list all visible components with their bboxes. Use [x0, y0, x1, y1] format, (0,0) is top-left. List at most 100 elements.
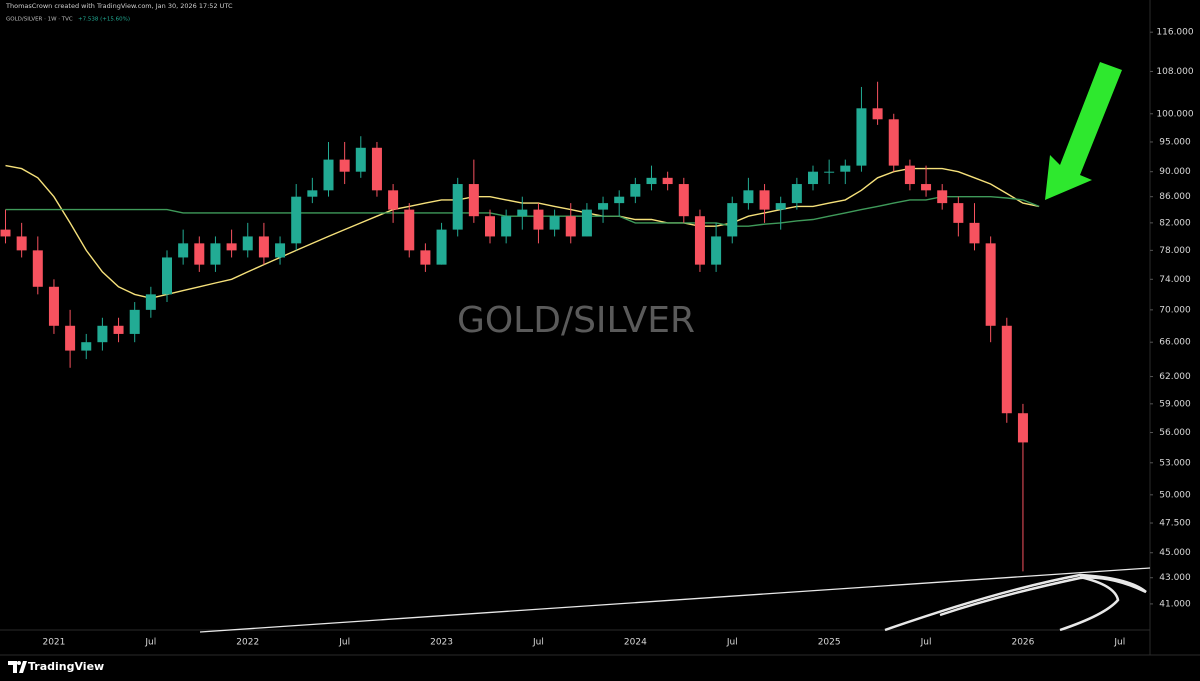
candle-body	[598, 203, 609, 210]
candle-body	[888, 119, 899, 166]
candle-body	[81, 342, 92, 351]
change: +7.538 (+15.60%)	[78, 17, 130, 23]
candle-body	[517, 209, 528, 217]
curve-drawing	[884, 573, 1147, 632]
candle-body	[48, 286, 59, 326]
y-tick-label: 90.000	[1159, 167, 1191, 177]
x-tick-label: Jul	[1113, 638, 1125, 648]
candle-body	[355, 147, 366, 172]
y-tick-label: 108.000	[1156, 67, 1193, 77]
logo-dot	[17, 661, 21, 665]
y-tick-label: 53.000	[1159, 458, 1191, 468]
candle-body	[840, 165, 851, 172]
candle-body	[727, 203, 738, 237]
symbol: GOLD/SILVER · 1W · TVC	[6, 17, 73, 23]
candle-body	[404, 209, 415, 251]
candle-body	[904, 165, 915, 185]
candle-body	[452, 184, 463, 230]
candle-body	[969, 222, 980, 244]
logo-icon	[8, 661, 27, 673]
candle-body	[226, 243, 237, 251]
candle-body	[113, 325, 124, 334]
x-tick-label: Jul	[726, 638, 738, 648]
brand: TradingView	[28, 660, 104, 673]
trend-line	[199, 567, 1151, 633]
candle-body	[953, 203, 964, 223]
y-tick-label: 95.000	[1159, 137, 1191, 147]
candle-body	[985, 243, 996, 326]
y-tick-label: 47.500	[1159, 519, 1191, 529]
candle-body	[339, 159, 350, 172]
header: ThomasCrown created with TradingView.com…	[5, 2, 233, 10]
arrow	[1045, 62, 1122, 200]
candle-body	[872, 108, 883, 120]
candle-body	[630, 184, 641, 197]
candle-body	[275, 243, 286, 258]
candle-body	[1017, 413, 1028, 443]
x-tick-label: 2024	[624, 638, 647, 648]
candle-body	[759, 190, 770, 210]
x-tick-label: 2026	[1011, 638, 1034, 648]
candle-body	[65, 325, 76, 351]
candle-body	[145, 294, 156, 310]
candle-body	[436, 229, 447, 265]
candle-body	[468, 184, 479, 217]
candle-body	[323, 159, 334, 191]
x-tick-label: 2025	[818, 638, 841, 648]
x-tick-label: Jul	[920, 638, 932, 648]
y-tick-label: 45.000	[1159, 548, 1191, 558]
y-tick-label: 59.000	[1159, 399, 1191, 409]
candle-body	[581, 209, 592, 237]
candle-body	[711, 236, 722, 265]
candle-body	[662, 177, 673, 185]
y-tick-label: 43.000	[1159, 573, 1191, 583]
candle-body	[32, 250, 43, 287]
candle-body	[16, 236, 27, 251]
x-tick-label: 2023	[430, 638, 453, 648]
watermark: GOLD/SILVER	[457, 300, 695, 341]
x-tick-label: 2021	[42, 638, 65, 648]
x-tick-label: Jul	[532, 638, 544, 648]
candle-body	[565, 216, 576, 237]
curve-drawing	[1059, 575, 1120, 632]
candle-body	[162, 257, 172, 295]
y-tick-label: 78.000	[1159, 246, 1191, 256]
y-tick-label: 116.000	[1156, 28, 1193, 38]
candle-body	[291, 196, 302, 244]
candle-body	[775, 203, 786, 210]
y-tick-label: 74.000	[1159, 275, 1191, 285]
y-tick-label: 100.000	[1156, 109, 1193, 119]
candle-body	[614, 196, 625, 204]
y-tick-label: 82.000	[1159, 218, 1191, 228]
x-tick-label: 2022	[236, 638, 259, 648]
y-tick-label: 66.000	[1159, 338, 1191, 348]
candle-body	[856, 108, 867, 166]
candle-body	[307, 190, 318, 197]
candle-body	[210, 243, 221, 265]
candle-body	[549, 216, 560, 230]
y-tick-label: 56.000	[1159, 428, 1191, 438]
plot	[0, 81, 1040, 572]
y-tick-label: 70.000	[1159, 305, 1191, 315]
x-tick-label: Jul	[338, 638, 350, 648]
candle-body	[824, 171, 835, 173]
candle-body	[743, 190, 754, 204]
candle-body	[388, 190, 399, 210]
y-tick-label: 62.000	[1159, 372, 1191, 382]
candle-body	[1001, 325, 1012, 414]
candle-body	[258, 236, 269, 258]
candle-body	[937, 190, 948, 204]
candle-body	[501, 216, 512, 237]
y-tick-label: 86.000	[1159, 192, 1191, 202]
candle-body	[420, 250, 431, 265]
candle-body	[129, 309, 140, 334]
candle-body	[921, 184, 932, 191]
candle-body	[808, 171, 818, 185]
candle-body	[791, 184, 802, 204]
candle-body	[533, 209, 544, 230]
candle-body	[242, 236, 253, 251]
candle-body	[678, 184, 689, 217]
y-tick-label: 50.000	[1159, 490, 1191, 500]
